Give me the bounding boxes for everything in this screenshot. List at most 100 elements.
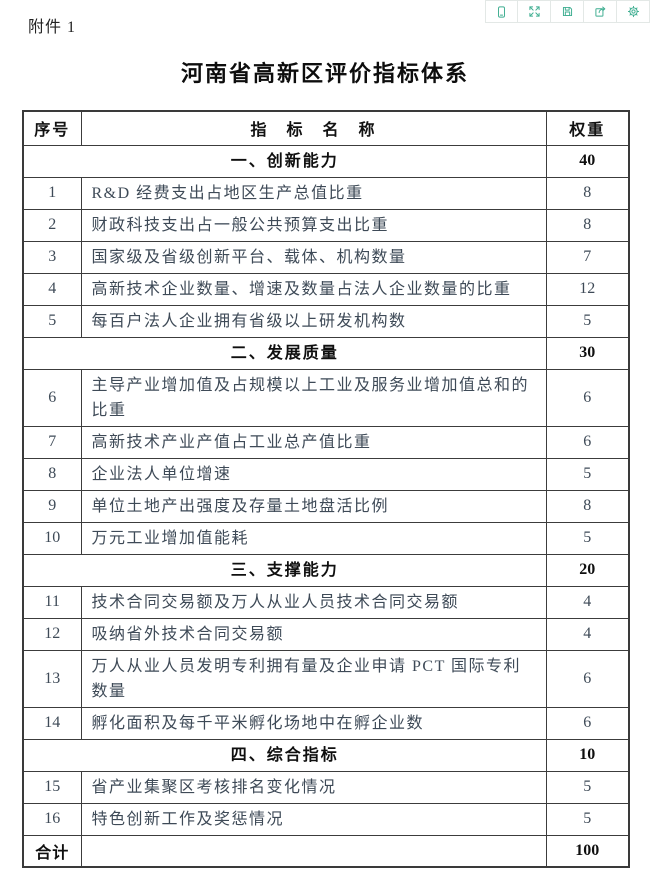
table-row: 1 R&D 经费支出占地区生产总值比重 8: [22, 176, 630, 210]
row-index-cell: 2: [22, 208, 82, 242]
row-index-cell: 6: [22, 368, 82, 427]
section-title-cell: 三、支撑能力: [22, 553, 547, 587]
row-weight-cell: 6: [545, 425, 630, 459]
row-weight-cell: 6: [545, 368, 630, 427]
row-index-cell: 3: [22, 240, 82, 274]
total-row: 合计 100: [22, 834, 630, 868]
table-row: 15 省产业集聚区考核排名变化情况 5: [22, 770, 630, 804]
row-name-cell: 单位土地产出强度及存量土地盘活比例: [80, 489, 547, 523]
table-header-row: 序号 指 标 名 称 权重: [22, 110, 630, 146]
row-name-cell: 高新技术产业产值占工业总产值比重: [80, 425, 547, 459]
row-name-cell: 高新技术企业数量、增速及数量占法人企业数量的比重: [80, 272, 547, 306]
section-row: 三、支撑能力 20: [22, 553, 630, 587]
row-index-cell: 10: [22, 521, 82, 555]
table-row: 5 每百户法人企业拥有省级以上研发机构数 5: [22, 304, 630, 338]
share-icon: [594, 5, 607, 18]
row-weight-cell: 7: [545, 240, 630, 274]
table-row: 10 万元工业增加值能耗 5: [22, 521, 630, 555]
table-row: 4 高新技术企业数量、增速及数量占法人企业数量的比重 12: [22, 272, 630, 306]
table-row: 13 万人从业人员发明专利拥有量及企业申请 PCT 国际专利数量 6: [22, 649, 630, 708]
save-icon: [561, 5, 574, 18]
section-title-cell: 四、综合指标: [22, 738, 547, 772]
row-name-cell: 特色创新工作及奖惩情况: [80, 802, 547, 836]
row-index-cell: 8: [22, 457, 82, 491]
row-index-cell: 14: [22, 706, 82, 740]
table-body: 一、创新能力 40 1 R&D 经费支出占地区生产总值比重 8 2 财政科技支出占一般公共预…: [22, 144, 630, 868]
table-row: 3 国家级及省级创新平台、载体、机构数量 7: [22, 240, 630, 274]
row-weight-cell: 8: [545, 489, 630, 523]
row-index-cell: 9: [22, 489, 82, 523]
section-row: 一、创新能力 40: [22, 144, 630, 178]
section-weight-cell: 30: [545, 336, 630, 370]
row-name-cell: 企业法人单位增速: [80, 457, 547, 491]
row-name-cell: 省产业集聚区考核排名变化情况: [80, 770, 547, 804]
row-index-cell: 4: [22, 272, 82, 306]
row-name-cell: R&D 经费支出占地区生产总值比重: [80, 176, 547, 210]
row-weight-cell: 5: [545, 770, 630, 804]
table-row: 6 主导产业增加值及占规模以上工业及服务业增加值总和的比重 6: [22, 368, 630, 427]
row-weight-cell: 6: [545, 649, 630, 708]
row-weight-cell: 8: [545, 176, 630, 210]
row-weight-cell: 5: [545, 457, 630, 491]
header-weight: 权重: [545, 110, 630, 146]
fullscreen-button[interactable]: [518, 0, 551, 23]
total-empty-cell: [80, 834, 547, 868]
section-title-cell: 一、创新能力: [22, 144, 547, 178]
row-weight-cell: 4: [545, 617, 630, 651]
row-weight-cell: 12: [545, 272, 630, 306]
table-row: 14 孵化面积及每千平米孵化场地中在孵企业数 6: [22, 706, 630, 740]
row-index-cell: 13: [22, 649, 82, 708]
fullscreen-icon: [528, 5, 541, 18]
row-weight-cell: 8: [545, 208, 630, 242]
section-title-cell: 二、发展质量: [22, 336, 547, 370]
viewer-toolbar: [485, 0, 650, 23]
row-name-cell: 万人从业人员发明专利拥有量及企业申请 PCT 国际专利数量: [80, 649, 547, 708]
row-name-cell: 万元工业增加值能耗: [80, 521, 547, 555]
row-weight-cell: 5: [545, 802, 630, 836]
row-index-cell: 11: [22, 585, 82, 619]
row-name-cell: 主导产业增加值及占规模以上工业及服务业增加值总和的比重: [80, 368, 547, 427]
row-index-cell: 12: [22, 617, 82, 651]
section-weight-cell: 40: [545, 144, 630, 178]
row-weight-cell: 5: [545, 304, 630, 338]
header-index: 序号: [22, 110, 82, 146]
row-index-cell: 5: [22, 304, 82, 338]
row-weight-cell: 4: [545, 585, 630, 619]
table-row: 8 企业法人单位增速 5: [22, 457, 630, 491]
settings-icon: [627, 5, 640, 18]
header-name: 指 标 名 称: [80, 110, 547, 146]
table-row: 7 高新技术产业产值占工业总产值比重 6: [22, 425, 630, 459]
section-weight-cell: 20: [545, 553, 630, 587]
row-index-cell: 15: [22, 770, 82, 804]
indicator-table: 序号 指 标 名 称 权重 一、创新能力 40 1 R&D 经费支出占地区生产总值比重…: [22, 110, 630, 868]
share-button[interactable]: [584, 0, 617, 23]
mobile-view-button[interactable]: [485, 0, 518, 23]
page-title: 河南省高新区评价指标体系: [180, 61, 469, 86]
section-weight-cell: 10: [545, 738, 630, 772]
row-name-cell: 技术合同交易额及万人从业人员技术合同交易额: [80, 585, 547, 619]
row-name-cell: 吸纳省外技术合同交易额: [80, 617, 547, 651]
table-row: 16 特色创新工作及奖惩情况 5: [22, 802, 630, 836]
row-name-cell: 孵化面积及每千平米孵化场地中在孵企业数: [80, 706, 547, 740]
row-weight-cell: 6: [545, 706, 630, 740]
table-row: 2 财政科技支出占一般公共预算支出比重 8: [22, 208, 630, 242]
section-row: 四、综合指标 10: [22, 738, 630, 772]
row-name-cell: 国家级及省级创新平台、载体、机构数量: [80, 240, 547, 274]
total-label-cell: 合计: [22, 834, 82, 868]
total-weight-cell: 100: [545, 834, 630, 868]
attachment-label: 附件 1: [28, 19, 77, 36]
row-name-cell: 财政科技支出占一般公共预算支出比重: [80, 208, 547, 242]
settings-button[interactable]: [617, 0, 650, 23]
row-index-cell: 7: [22, 425, 82, 459]
mobile-view-icon: [495, 5, 508, 19]
save-button[interactable]: [551, 0, 584, 23]
table-row: 9 单位土地产出强度及存量土地盘活比例 8: [22, 489, 630, 523]
table-row: 12 吸纳省外技术合同交易额 4: [22, 617, 630, 651]
row-name-cell: 每百户法人企业拥有省级以上研发机构数: [80, 304, 547, 338]
row-index-cell: 16: [22, 802, 82, 836]
section-row: 二、发展质量 30: [22, 336, 630, 370]
row-weight-cell: 5: [545, 521, 630, 555]
row-index-cell: 1: [22, 176, 82, 210]
table-row: 11 技术合同交易额及万人从业人员技术合同交易额 4: [22, 585, 630, 619]
